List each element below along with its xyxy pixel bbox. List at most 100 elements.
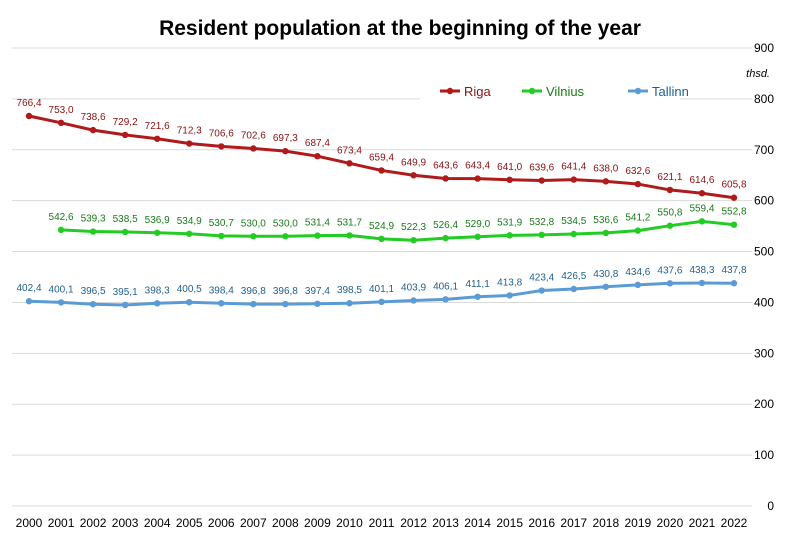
data-point-vilnius [218, 232, 225, 240]
data-point-vilnius [314, 232, 321, 239]
data-label-tallinn: 400,5 [177, 284, 202, 295]
data-point-vilnius [634, 227, 642, 234]
data-label-vilnius: 539,3 [81, 214, 106, 225]
data-point-riga [314, 152, 321, 160]
data-label-riga: 697,3 [273, 133, 298, 144]
data-point-riga [442, 175, 449, 182]
chart-title: Resident population at the beginning of … [159, 17, 641, 40]
data-point-tallinn [57, 299, 65, 306]
data-point-tallinn [121, 301, 129, 309]
data-label-riga: 687,4 [305, 138, 330, 149]
data-point-vilnius [538, 231, 545, 239]
data-label-tallinn: 406,1 [433, 281, 458, 292]
data-point-tallinn [282, 300, 289, 308]
data-point-vilnius [474, 233, 481, 240]
data-point-vilnius [57, 226, 65, 234]
x-tick-label: 2011 [369, 516, 395, 530]
data-label-tallinn: 438,3 [689, 265, 714, 276]
data-label-vilnius: 559,4 [689, 203, 714, 214]
data-label-vilnius: 531,9 [497, 217, 522, 228]
x-tick-label: 2015 [496, 516, 523, 530]
legend: Riga Vilnius Tallinn [420, 76, 689, 106]
y-axis-ticks: 0 100 200 300 400 500 600 700 800 900 [754, 41, 774, 513]
data-label-tallinn: 396,5 [81, 286, 106, 297]
data-point-riga [730, 194, 738, 201]
data-label-riga: 766,4 [16, 98, 41, 109]
data-point-tallinn [314, 300, 321, 307]
y-tick-label: 0 [767, 499, 774, 513]
data-label-vilnius: 541,2 [625, 213, 650, 224]
y-tick-label: 900 [754, 41, 774, 55]
data-label-tallinn: 395,1 [113, 287, 138, 298]
data-label-vilnius: 552,8 [721, 207, 746, 218]
data-point-vilnius [186, 230, 193, 237]
data-point-tallinn [634, 281, 642, 289]
y-tick-label: 700 [754, 143, 774, 157]
data-label-tallinn: 397,4 [305, 286, 330, 297]
y-tick-label: 800 [754, 92, 774, 106]
series-lines [25, 112, 738, 309]
x-tick-label: 2000 [16, 516, 43, 530]
data-label-tallinn: 426,5 [561, 271, 586, 282]
data-label-vilnius: 530,0 [241, 218, 266, 229]
data-point-riga [153, 135, 161, 142]
x-tick-label: 2004 [144, 516, 171, 530]
data-label-vilnius: 530,0 [273, 218, 298, 229]
data-label-vilnius: 531,7 [337, 217, 362, 228]
x-tick-label: 2007 [240, 516, 267, 530]
data-label-vilnius: 536,6 [593, 215, 618, 226]
data-labels: 766,4 753,0 738,6 729,2 721,6 712,3 706,6 702,6… [16, 98, 746, 298]
data-point-riga [186, 140, 193, 147]
x-tick-label: 2016 [528, 516, 555, 530]
data-label-tallinn: 411,1 [465, 279, 490, 290]
data-point-vilnius [153, 229, 161, 236]
x-tick-label: 2017 [560, 516, 587, 530]
data-label-vilnius: 522,3 [401, 222, 426, 233]
data-label-riga: 702,6 [241, 130, 266, 141]
data-label-riga: 641,0 [497, 162, 522, 173]
x-tick-label: 2014 [464, 516, 491, 530]
y-tick-label: 300 [754, 346, 774, 360]
x-tick-label: 2005 [176, 516, 203, 530]
x-tick-label: 2003 [112, 516, 139, 530]
data-point-tallinn [153, 300, 161, 307]
data-point-riga [698, 190, 706, 197]
data-point-vilnius [602, 229, 610, 237]
y-axis-unit-label: thsd. [746, 68, 770, 80]
data-point-vilnius [410, 237, 417, 244]
data-point-vilnius [666, 222, 674, 229]
x-tick-label: 2022 [721, 516, 748, 530]
data-label-riga: 721,6 [145, 121, 170, 132]
data-point-tallinn [25, 298, 33, 305]
data-point-vilnius [121, 228, 129, 236]
data-point-tallinn [186, 298, 193, 306]
data-label-tallinn: 398,5 [337, 285, 362, 296]
x-tick-label: 2006 [208, 516, 235, 530]
legend-label-vilnius: Vilnius [546, 84, 585, 99]
data-point-tallinn [474, 293, 481, 300]
data-point-vilnius [506, 232, 513, 239]
data-point-tallinn [506, 292, 513, 299]
data-label-vilnius: 550,8 [657, 208, 682, 219]
x-tick-label: 2002 [80, 516, 107, 530]
x-tick-label: 2021 [689, 516, 716, 530]
data-point-riga [57, 119, 65, 127]
data-label-riga: 641,4 [561, 162, 586, 173]
data-point-tallinn [410, 297, 417, 304]
data-label-riga: 639,6 [529, 163, 554, 174]
data-label-tallinn: 401,1 [369, 284, 394, 295]
x-tick-label: 2001 [48, 516, 75, 530]
x-tick-label: 2008 [272, 516, 299, 530]
data-label-riga: 605,8 [721, 180, 746, 191]
data-label-tallinn: 398,3 [145, 285, 170, 296]
data-label-vilnius: 534,9 [177, 216, 202, 227]
data-label-vilnius: 532,8 [529, 217, 554, 228]
data-label-riga: 753,0 [49, 105, 74, 116]
data-point-riga [506, 176, 513, 184]
data-point-tallinn [378, 298, 385, 306]
data-label-riga: 659,4 [369, 152, 394, 163]
data-point-riga [570, 176, 577, 183]
data-point-vilnius [250, 233, 257, 240]
data-point-riga [474, 175, 481, 182]
data-label-riga: 649,9 [401, 157, 426, 168]
